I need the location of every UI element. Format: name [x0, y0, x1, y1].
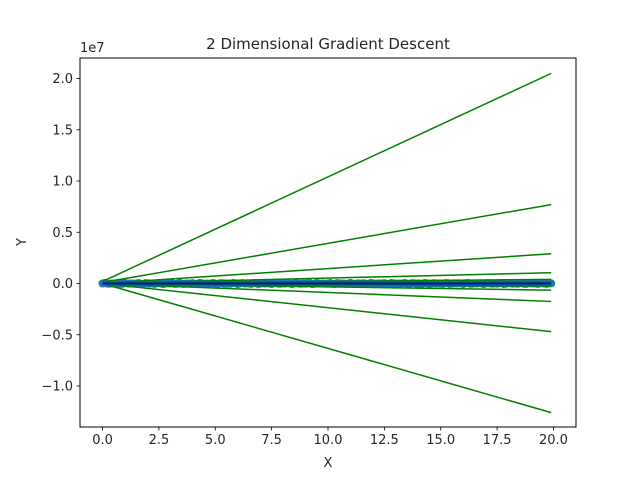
x-tick-label: 15.0 — [426, 433, 455, 448]
fit-line-11 — [102, 282, 552, 333]
fit-line-10 — [102, 282, 552, 303]
fit-line-3 — [102, 253, 552, 285]
y-axis-offset-label: 1e7 — [80, 41, 105, 56]
fit-line-2 — [102, 203, 552, 284]
fit-lines — [102, 72, 552, 414]
y-tick-label: 1.5 — [52, 123, 73, 138]
x-tick-label: 2.5 — [149, 433, 170, 448]
x-axis-label: X — [324, 456, 333, 471]
x-tick-label: 17.5 — [483, 433, 512, 448]
x-tick-label: 7.5 — [261, 433, 282, 448]
y-axis-ticks: −1.0 −0.5 0.0 0.5 1.0 1.5 2.0 — [41, 72, 80, 395]
y-tick-label: 1.0 — [52, 175, 73, 190]
x-tick-label: 10.0 — [314, 433, 343, 448]
chart-title: 2 Dimensional Gradient Descent — [206, 35, 450, 53]
y-axis-label: Y — [15, 238, 30, 247]
x-tick-label: 20.0 — [539, 433, 568, 448]
x-tick-label: 12.5 — [370, 433, 399, 448]
x-tick-label: 5.0 — [205, 433, 226, 448]
fit-line-9 — [102, 282, 552, 291]
x-axis-ticks: 0.0 2.5 5.0 7.5 10.0 12.5 15.0 17.5 20.0 — [92, 427, 568, 448]
y-tick-label: 0.5 — [52, 226, 73, 241]
y-tick-label: −1.0 — [41, 380, 73, 395]
y-tick-label: −0.5 — [41, 328, 73, 343]
x-tick-label: 0.0 — [92, 433, 113, 448]
fit-line-4 — [102, 271, 552, 285]
fit-line-12 — [102, 282, 552, 414]
fit-line-1 — [102, 72, 552, 283]
y-tick-label: 2.0 — [52, 72, 73, 87]
y-tick-label: 0.0 — [52, 277, 73, 292]
